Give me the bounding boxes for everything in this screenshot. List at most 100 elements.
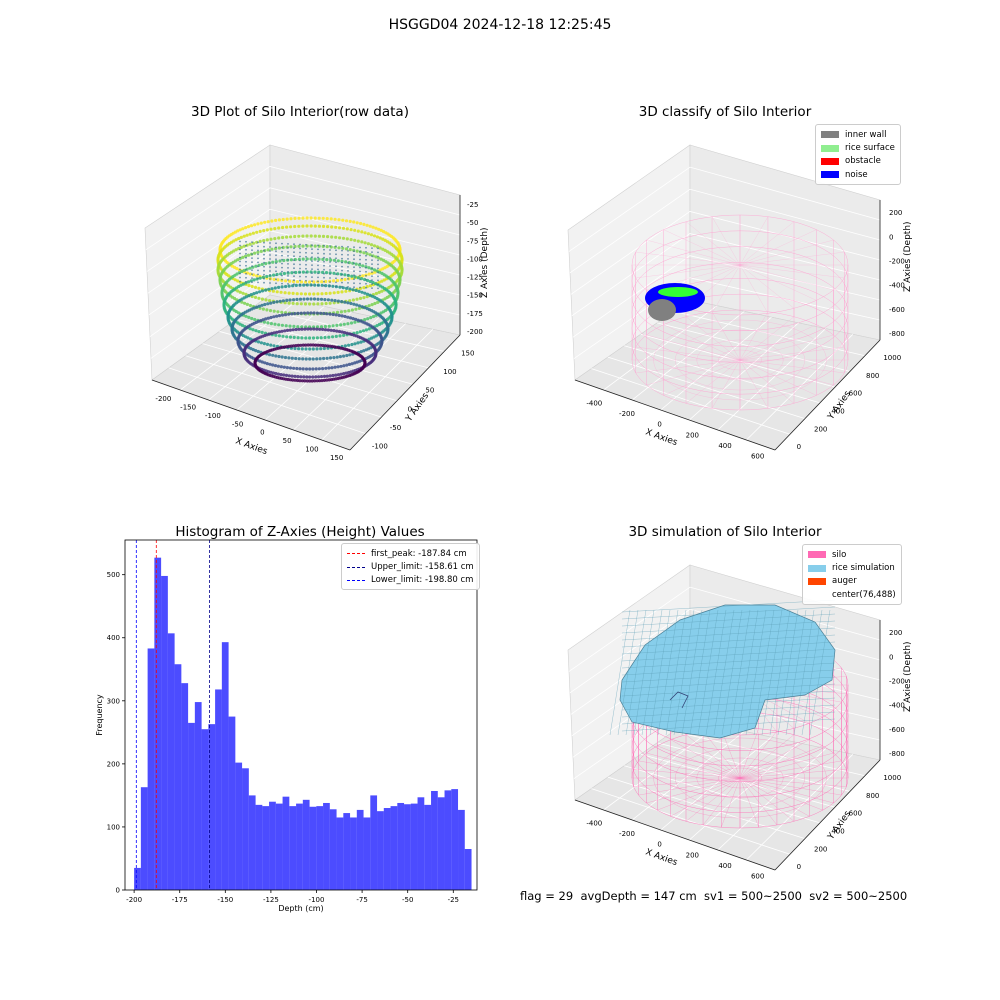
data-point — [398, 277, 402, 281]
data-point — [367, 327, 371, 331]
data-point — [299, 267, 301, 270]
data-point — [287, 283, 289, 285]
data-point — [363, 318, 367, 322]
data-point — [293, 224, 297, 229]
data-point — [242, 234, 246, 238]
data-point — [368, 253, 372, 257]
y-tick-label: -100 — [372, 443, 388, 451]
data-point — [305, 251, 307, 254]
simulation-3d-plot[interactable]: -400 -200 0 200 400 600 0 200 400 600 800 1000 200 0 -… — [560, 550, 920, 890]
data-point — [304, 357, 308, 361]
data-point — [263, 269, 265, 272]
data-point — [317, 264, 319, 267]
data-point — [371, 225, 375, 229]
data-point — [356, 239, 360, 243]
data-point — [279, 373, 283, 377]
data-point — [293, 251, 295, 254]
data-point — [323, 344, 327, 348]
data-point — [277, 334, 281, 338]
data-point — [299, 255, 301, 258]
data-point — [371, 283, 373, 285]
histogram-bar — [194, 702, 202, 890]
data-point — [239, 245, 243, 249]
data-point — [276, 372, 280, 376]
data-point — [346, 315, 350, 319]
data-point — [339, 372, 343, 376]
data-point — [336, 259, 340, 263]
data-point — [239, 260, 241, 263]
data-point — [277, 218, 281, 222]
wire-spoke — [646, 359, 741, 386]
data-point — [275, 254, 277, 257]
data-point — [374, 350, 378, 354]
z-tick-label: -600 — [889, 726, 905, 734]
data-point — [260, 289, 265, 293]
data-point — [247, 283, 251, 288]
wire-spoke — [739, 359, 834, 386]
data-point — [304, 336, 308, 340]
histogram-bar — [269, 801, 276, 890]
x-tick-label: 600 — [751, 453, 764, 461]
data-point — [257, 330, 261, 334]
data-point — [309, 343, 313, 347]
data-point — [372, 234, 377, 238]
data-point — [281, 334, 285, 338]
data-point — [259, 341, 263, 345]
x-tick-label: -400 — [586, 399, 602, 407]
legend-item-center: center(76,488) — [808, 588, 896, 601]
data-point — [347, 282, 349, 284]
data-point — [359, 350, 363, 354]
histogram-bar — [464, 849, 472, 890]
wire-spoke — [739, 777, 778, 826]
legend-swatch-rice-surface — [821, 144, 839, 152]
data-point — [329, 249, 331, 251]
data-point — [251, 269, 253, 271]
data-point — [330, 298, 334, 302]
raw-3d-scatter[interactable]: -200 -150 -100 -50 0 50 100 150 -100 -50 0 50 100 150… — [135, 130, 495, 460]
data-point — [318, 357, 322, 361]
data-point — [347, 274, 349, 276]
data-point — [323, 268, 325, 271]
data-point — [274, 260, 278, 264]
y-tick-label: 0 — [797, 863, 801, 871]
grid-line — [573, 277, 881, 359]
classify-3d-plot[interactable]: -400 -200 0 200 400 600 0 200 400 600 800 1000 200 0 -… — [560, 130, 920, 470]
data-point — [367, 272, 371, 276]
grid-line — [603, 725, 718, 811]
data-point — [251, 261, 253, 263]
data-point — [275, 290, 279, 294]
data-point — [245, 268, 247, 271]
mesh-line — [705, 609, 727, 736]
data-point — [273, 286, 277, 290]
data-point — [357, 304, 362, 308]
data-point — [251, 241, 253, 243]
data-point — [300, 336, 304, 340]
data-point — [266, 302, 270, 306]
data-point — [331, 284, 335, 288]
data-point — [327, 324, 331, 328]
data-point — [287, 263, 289, 265]
data-point — [239, 276, 241, 279]
y-tick-label: 0 — [408, 405, 412, 413]
data-point — [301, 343, 305, 347]
data-point — [360, 305, 364, 309]
data-point — [300, 379, 304, 383]
data-point — [256, 349, 260, 354]
histogram-chart[interactable]: -200 -175 -150 -125 -100 -75 -50 -25 0 100 200 300… — [80, 530, 490, 920]
data-point — [311, 256, 313, 258]
data-point — [251, 231, 255, 235]
data-point — [341, 277, 343, 280]
data-point — [325, 245, 329, 249]
data-point — [310, 379, 314, 383]
data-point — [263, 220, 267, 224]
data-point — [306, 343, 310, 347]
wire-spoke — [739, 264, 834, 291]
data-point — [329, 258, 333, 262]
data-point — [289, 245, 293, 249]
data-point — [379, 311, 383, 315]
histogram-bar — [255, 804, 263, 890]
data-point — [344, 247, 349, 251]
data-point — [347, 286, 349, 288]
wire-ring — [696, 757, 784, 799]
data-point — [239, 272, 241, 275]
